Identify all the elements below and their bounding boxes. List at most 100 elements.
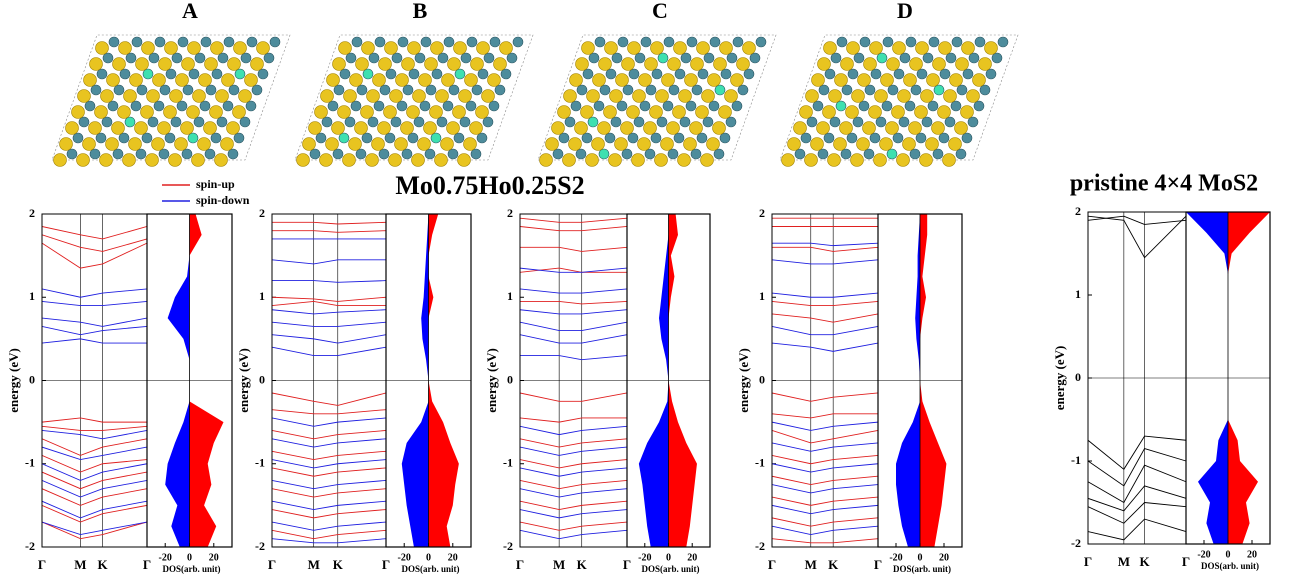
metal-atom bbox=[67, 149, 77, 159]
band bbox=[42, 480, 147, 497]
metal-atom bbox=[73, 133, 83, 143]
sulfur-atom bbox=[344, 90, 357, 103]
metal-atom bbox=[744, 69, 754, 79]
sulfur-atom bbox=[338, 106, 351, 119]
dos-tick-label: 0 bbox=[426, 552, 431, 563]
sulfur-atom bbox=[707, 138, 720, 151]
sulfur-atom bbox=[834, 138, 847, 151]
band bbox=[520, 501, 627, 509]
sulfur-atom bbox=[448, 58, 461, 71]
metal-atom bbox=[454, 133, 464, 143]
sulfur-atom bbox=[598, 122, 611, 135]
sulfur-atom bbox=[570, 74, 583, 87]
sulfur-atom bbox=[576, 58, 589, 71]
band bbox=[772, 485, 878, 493]
sulfur-atom bbox=[874, 154, 887, 167]
metal-atom bbox=[137, 85, 147, 95]
metal-atom bbox=[119, 133, 129, 143]
metal-atom bbox=[449, 85, 459, 95]
metal-atom bbox=[397, 101, 407, 111]
metal-atom bbox=[195, 53, 205, 63]
sulfur-atom bbox=[199, 74, 212, 87]
sulfur-atom bbox=[395, 138, 408, 151]
metal-atom bbox=[489, 101, 499, 111]
sulfur-atom bbox=[424, 122, 437, 135]
band bbox=[42, 243, 147, 268]
sulfur-atom bbox=[320, 154, 333, 167]
sulfur-atom bbox=[829, 90, 842, 103]
metal-atom bbox=[962, 133, 972, 143]
band bbox=[520, 439, 627, 447]
metal-atom bbox=[461, 53, 471, 63]
metal-atom bbox=[224, 37, 234, 47]
sulfur-atom bbox=[910, 58, 923, 71]
metal-atom bbox=[362, 133, 372, 143]
sulfur-atom bbox=[926, 138, 939, 151]
sulfur-atom bbox=[616, 74, 629, 87]
band bbox=[772, 293, 878, 297]
sulfur-atom bbox=[494, 58, 507, 71]
metal-atom bbox=[611, 117, 621, 127]
sulfur-atom bbox=[147, 90, 160, 103]
metal-atom bbox=[721, 69, 731, 79]
metal-atom bbox=[334, 85, 344, 95]
y-tick-label: -2 bbox=[1071, 536, 1081, 550]
metal-atom bbox=[899, 117, 909, 127]
y-tick-label: -2 bbox=[755, 539, 765, 553]
band bbox=[42, 501, 147, 518]
metal-atom bbox=[911, 85, 921, 95]
sulfur-atom bbox=[661, 138, 674, 151]
sulfur-atom bbox=[719, 106, 732, 119]
band bbox=[272, 489, 386, 497]
sulfur-atom bbox=[927, 74, 940, 87]
sulfur-atom bbox=[674, 42, 687, 55]
band bbox=[272, 231, 386, 233]
metal-atom bbox=[589, 53, 599, 63]
sulfur-atom bbox=[915, 106, 928, 119]
band bbox=[272, 418, 386, 426]
metal-atom bbox=[125, 117, 135, 127]
sulfur-atom bbox=[639, 74, 652, 87]
dos-tick-label: -20 bbox=[1197, 549, 1210, 560]
sulfur-atom bbox=[442, 74, 455, 87]
y-tick-label: 1 bbox=[507, 289, 513, 303]
metal-atom bbox=[235, 69, 245, 79]
sulfur-atom bbox=[234, 42, 247, 55]
sulfur-atom bbox=[835, 74, 848, 87]
metal-atom bbox=[887, 149, 897, 159]
sulfur-atom bbox=[436, 90, 449, 103]
sulfur-atom bbox=[875, 90, 888, 103]
x-tick-label: Γ bbox=[1084, 554, 1092, 569]
metal-atom bbox=[339, 133, 349, 143]
sulfur-atom bbox=[251, 58, 264, 71]
sulfur-atom bbox=[852, 90, 865, 103]
sulfur-atom bbox=[425, 58, 438, 71]
sulfur-atom bbox=[920, 154, 933, 167]
structure-label: A bbox=[182, 0, 198, 23]
band bbox=[772, 430, 878, 442]
sulfur-atom bbox=[818, 58, 831, 71]
sulfur-atom bbox=[846, 106, 859, 119]
sulfur-atom bbox=[788, 138, 801, 151]
metal-atom bbox=[674, 133, 684, 143]
band bbox=[772, 393, 878, 401]
structure-label: C bbox=[652, 0, 668, 23]
sulfur-atom bbox=[943, 154, 956, 167]
x-tick-label: Γ bbox=[268, 557, 276, 572]
sulfur-atom bbox=[130, 74, 143, 87]
sulfur-atom bbox=[863, 122, 876, 135]
metal-atom bbox=[847, 133, 857, 143]
y-tick-label: 2 bbox=[29, 206, 35, 220]
band bbox=[1088, 216, 1186, 224]
sulfur-atom bbox=[453, 106, 466, 119]
band bbox=[42, 430, 147, 438]
metal-atom bbox=[114, 85, 124, 95]
sulfur-atom bbox=[897, 154, 910, 167]
metal-atom bbox=[825, 69, 835, 79]
sulfur-atom bbox=[933, 58, 946, 71]
sulfur-atom bbox=[949, 138, 962, 151]
metal-atom bbox=[490, 37, 500, 47]
metal-atom bbox=[865, 85, 875, 95]
metal-atom bbox=[85, 101, 95, 111]
metal-atom bbox=[830, 117, 840, 127]
